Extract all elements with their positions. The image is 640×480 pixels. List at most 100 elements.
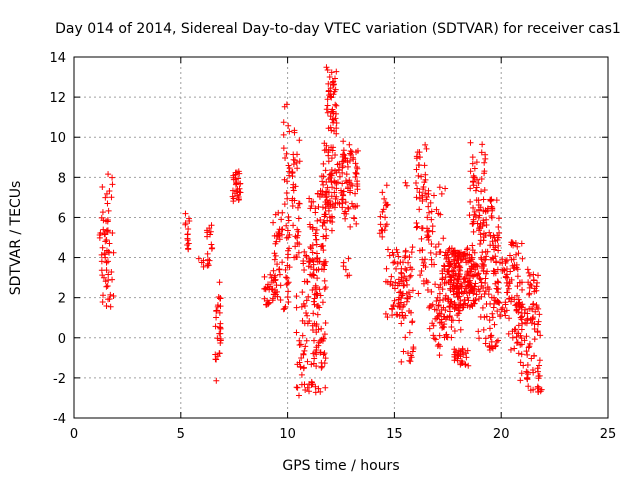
data-point (407, 272, 414, 279)
data-point (214, 303, 221, 310)
data-point (414, 223, 421, 230)
data-point (332, 101, 339, 108)
data-point (315, 385, 322, 392)
data-point (469, 247, 476, 254)
data-point (400, 259, 407, 266)
data-point (429, 228, 436, 235)
data-point (103, 302, 110, 309)
data-point (406, 273, 413, 280)
data-point (286, 128, 293, 135)
data-point (379, 189, 386, 196)
data-point (491, 321, 498, 328)
data-point (425, 227, 432, 234)
data-point (328, 94, 335, 101)
data-point (526, 290, 533, 297)
data-point (483, 222, 490, 229)
data-point (403, 290, 410, 297)
data-point (382, 199, 389, 206)
data-points (96, 64, 545, 399)
data-point (528, 320, 535, 327)
data-point (508, 241, 515, 248)
data-point (398, 278, 405, 285)
data-point (305, 293, 312, 300)
data-point (467, 268, 474, 275)
data-point (524, 266, 531, 273)
data-point (422, 176, 429, 183)
data-point (306, 388, 313, 395)
data-point (101, 230, 108, 237)
data-point (518, 326, 525, 333)
data-point (489, 345, 496, 352)
data-point (455, 351, 462, 358)
data-point (518, 303, 525, 310)
data-point (482, 335, 489, 342)
data-point (338, 187, 345, 194)
data-point (215, 293, 222, 300)
data-point (318, 364, 325, 371)
data-point (475, 214, 482, 221)
data-point (284, 293, 291, 300)
data-point (345, 255, 352, 262)
data-point (269, 297, 276, 304)
data-point (475, 180, 482, 187)
data-point (297, 363, 304, 370)
data-point (282, 266, 289, 273)
data-point (306, 259, 313, 266)
data-point (492, 342, 499, 349)
data-point (416, 206, 423, 213)
data-point (316, 258, 323, 265)
data-point (428, 261, 435, 268)
data-point (465, 282, 472, 289)
data-point (478, 279, 485, 286)
data-point (491, 234, 498, 241)
data-point (328, 167, 335, 174)
data-point (515, 250, 522, 257)
data-point (495, 279, 502, 286)
data-point (265, 299, 272, 306)
data-point (329, 184, 336, 191)
data-point (109, 181, 116, 188)
data-point (490, 304, 497, 311)
data-point (506, 252, 513, 259)
data-point (292, 183, 299, 190)
data-point (396, 289, 403, 296)
data-point (477, 231, 484, 238)
data-point (447, 285, 454, 292)
data-point (424, 228, 431, 235)
data-point (482, 155, 489, 162)
data-point (328, 69, 335, 76)
data-point (394, 311, 401, 318)
data-point (414, 185, 421, 192)
data-point (407, 358, 414, 365)
data-point (104, 258, 111, 265)
data-point (495, 286, 502, 293)
data-point (294, 361, 301, 368)
data-point (394, 260, 401, 267)
data-point (293, 304, 300, 311)
data-point (482, 275, 489, 282)
data-point (261, 273, 268, 280)
data-point (109, 276, 116, 283)
data-point (330, 78, 337, 85)
data-point (353, 220, 360, 227)
data-point (485, 291, 492, 298)
data-point (512, 239, 519, 246)
data-point (291, 197, 298, 204)
data-point (291, 129, 298, 136)
data-point (186, 217, 193, 224)
data-point (283, 189, 290, 196)
data-point (344, 179, 351, 186)
data-point (216, 309, 223, 316)
data-point (323, 106, 330, 113)
data-point (343, 210, 350, 217)
data-point (453, 290, 460, 297)
data-point (389, 312, 396, 319)
data-point (333, 185, 340, 192)
data-point (445, 262, 452, 269)
data-point (214, 335, 221, 342)
data-point (320, 219, 327, 226)
data-point (525, 383, 532, 390)
data-point (103, 190, 110, 197)
data-point (333, 130, 340, 137)
data-point (320, 335, 327, 342)
